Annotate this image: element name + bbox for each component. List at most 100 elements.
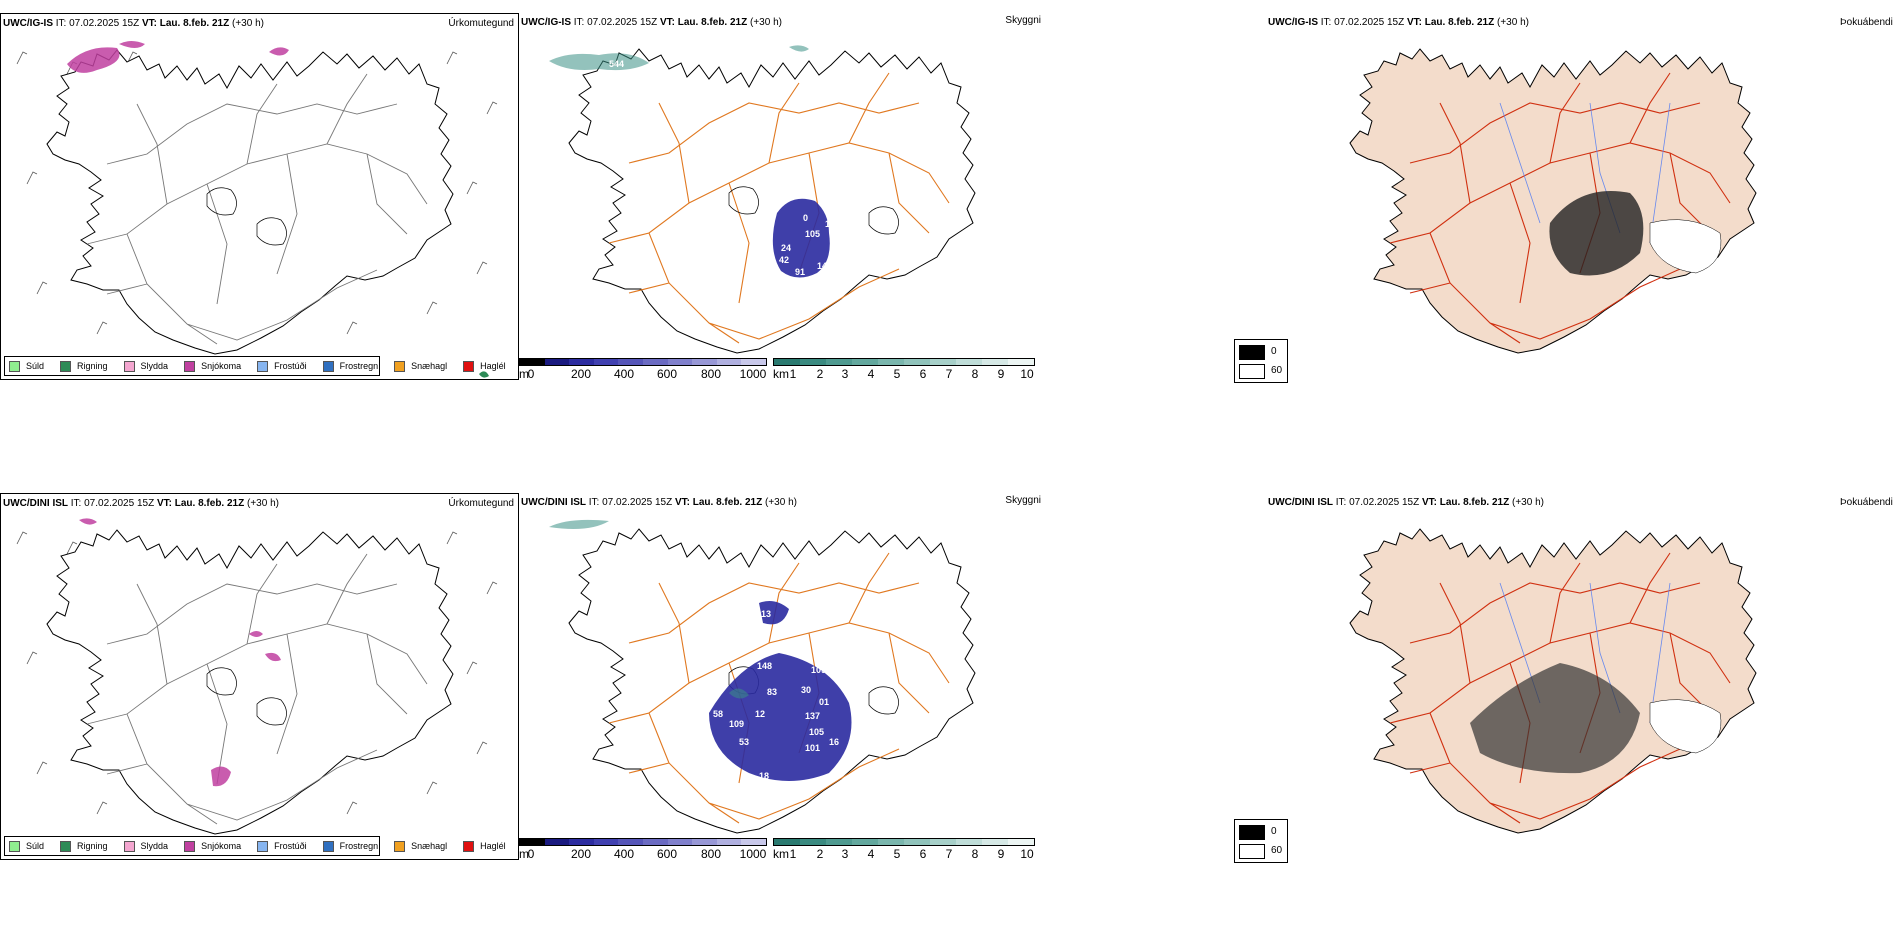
vt-label: VT: bbox=[141, 18, 157, 29]
legend-swatch bbox=[123, 360, 135, 372]
ceiling-unit: m bbox=[519, 367, 529, 381]
model-name: UWC/DINI ISL bbox=[1268, 497, 1333, 508]
model-name: UWC/IG-IS bbox=[3, 18, 53, 29]
low-visibility-area bbox=[549, 45, 809, 71]
fog-map bbox=[1349, 528, 1757, 834]
model-name: UWC/DINI ISL bbox=[3, 498, 68, 509]
model-name: UWC/IG-IS bbox=[521, 17, 571, 28]
precip-label: Úrkomutegund bbox=[448, 498, 514, 509]
legend-item: Frostregn bbox=[322, 360, 378, 372]
panel-title: UWC/IG-IS IT: 07.02.2025 15Z VT: Lau. 8.… bbox=[3, 18, 264, 29]
map-values: 0 101 105 24 42 146 91 10 544 18 bbox=[609, 59, 840, 331]
iceland-outline bbox=[568, 48, 976, 354]
visibility-label: Skyggni bbox=[1005, 495, 1041, 506]
fog-legend: 0 60 bbox=[1234, 339, 1288, 383]
svg-text:137: 137 bbox=[805, 711, 820, 721]
snow-area bbox=[67, 41, 289, 73]
legend-item: Slydda bbox=[123, 360, 168, 372]
vt-value: Lau. 8.feb. 21Z bbox=[692, 497, 763, 508]
panel-title: UWC/DINI ISL IT: 07.02.2025 15Z VT: Lau.… bbox=[521, 497, 797, 508]
svg-text:109: 109 bbox=[811, 665, 826, 675]
iceland-outline bbox=[46, 529, 454, 835]
it-label: IT: bbox=[588, 497, 600, 508]
svg-text:24: 24 bbox=[781, 243, 791, 253]
svg-text:53: 53 bbox=[739, 737, 749, 747]
legend-swatch bbox=[463, 360, 475, 372]
vt-label: VT: bbox=[1406, 17, 1422, 28]
precip-panel-row2: UWC/DINI ISL IT: 07.02.2025 15Z VT: Lau.… bbox=[0, 493, 519, 860]
legend-swatch bbox=[9, 360, 20, 372]
legend-swatch bbox=[257, 360, 269, 372]
precip-map bbox=[16, 518, 498, 835]
precip-legend: Súld Rigning Slydda Snjókoma Frostúði Fr… bbox=[4, 836, 506, 856]
legend-item: Frostúði bbox=[257, 840, 307, 852]
vt-value: Lau. 8.feb. 21Z bbox=[1424, 17, 1495, 28]
it-label: IT: bbox=[1335, 497, 1347, 508]
fog-white-area bbox=[1649, 699, 1722, 754]
low-ceiling-area bbox=[772, 198, 830, 278]
visibility-unit: km bbox=[773, 367, 789, 381]
fog-value-0: 0 bbox=[1271, 346, 1277, 357]
fog-panel-row1: UWC/IG-IS IT: 07.02.2025 15Z VT: Lau. 8.… bbox=[1234, 13, 1900, 383]
low-ceiling-area bbox=[709, 601, 852, 781]
legend-item: Snæhagl bbox=[394, 840, 447, 852]
svg-text:18: 18 bbox=[755, 321, 765, 331]
svg-text:0: 0 bbox=[803, 213, 808, 223]
legend-item: Rigning bbox=[60, 360, 108, 372]
map-values: 13 157 148 109 83 30 01 137 105 101 16 1… bbox=[589, 609, 839, 801]
lead-time: (+30 h) bbox=[232, 18, 264, 29]
svg-text:101: 101 bbox=[825, 219, 840, 229]
vt-value: Lau. 8.feb. 21Z bbox=[174, 498, 245, 509]
legend-swatch bbox=[322, 360, 334, 372]
legend-item: Haglél bbox=[463, 840, 506, 852]
svg-text:2: 2 bbox=[589, 665, 594, 675]
svg-text:91: 91 bbox=[795, 267, 805, 277]
legend-item: Rigning bbox=[60, 840, 108, 852]
legend-item: Snæhagl bbox=[394, 360, 447, 372]
svg-text:109: 109 bbox=[729, 719, 744, 729]
it-value: 07.02.2025 15Z bbox=[1349, 497, 1420, 508]
svg-text:01: 01 bbox=[819, 697, 829, 707]
ceiling-scale: m 0 200 400 600 800 1000 bbox=[519, 838, 769, 866]
visibility-colorbar bbox=[773, 358, 1035, 366]
legend-item: Súld bbox=[9, 840, 44, 852]
svg-text:157: 157 bbox=[783, 619, 798, 629]
visibility-map: 0 101 105 24 42 146 91 10 544 18 bbox=[549, 45, 976, 354]
vt-value: Lau. 8.feb. 21Z bbox=[1439, 497, 1510, 508]
legend-item: Slydda bbox=[123, 840, 168, 852]
ceiling-scale: m 0 200 400 600 800 1000 bbox=[519, 358, 769, 386]
iceland-outline bbox=[46, 49, 454, 355]
legend-item: Haglél bbox=[463, 360, 506, 372]
rain-area bbox=[479, 371, 489, 378]
visibility-label: Skyggni bbox=[1005, 15, 1041, 26]
legend-item: Snjókoma bbox=[184, 840, 241, 852]
panel-title: UWC/DINI ISL IT: 07.02.2025 15Z VT: Lau.… bbox=[3, 498, 279, 509]
it-label: IT: bbox=[1320, 17, 1332, 28]
svg-text:146: 146 bbox=[817, 261, 832, 271]
it-label: IT: bbox=[573, 17, 585, 28]
model-name: UWC/IG-IS bbox=[1268, 17, 1318, 28]
vt-label: VT: bbox=[674, 497, 690, 508]
fog-white-area bbox=[1649, 219, 1722, 274]
precip-label: Úrkomutegund bbox=[448, 18, 514, 29]
lead-time: (+30 h) bbox=[750, 17, 782, 28]
fog-dark-area bbox=[1470, 663, 1640, 774]
lead-time: (+30 h) bbox=[765, 497, 797, 508]
legend-item: Snjókoma bbox=[184, 360, 241, 372]
legend-item: Frostregn bbox=[322, 840, 378, 852]
vt-value: Lau. 8.feb. 21Z bbox=[159, 18, 230, 29]
visibility-panel-row2: UWC/DINI ISL IT: 07.02.2025 15Z VT: Lau.… bbox=[519, 493, 1041, 861]
it-label: IT: bbox=[70, 498, 82, 509]
fog-label: Þokuábendi bbox=[1840, 17, 1893, 28]
precip-panel-row1: UWC/IG-IS IT: 07.02.2025 15Z VT: Lau. 8.… bbox=[0, 13, 519, 380]
svg-text:12: 12 bbox=[755, 709, 765, 719]
visibility-scale: km 1 2 3 4 5 6 7 8 9 10 bbox=[773, 838, 1035, 866]
vt-value: Lau. 8.feb. 21Z bbox=[677, 17, 748, 28]
visibility-panel-row1: UWC/IG-IS IT: 07.02.2025 15Z VT: Lau. 8.… bbox=[519, 13, 1041, 381]
svg-text:18: 18 bbox=[759, 771, 769, 781]
svg-text:16: 16 bbox=[829, 737, 839, 747]
vt-label: VT: bbox=[1421, 497, 1437, 508]
it-value: 07.02.2025 15Z bbox=[69, 18, 140, 29]
legend-item: Frostúði bbox=[257, 360, 307, 372]
it-value: 07.02.2025 15Z bbox=[602, 497, 673, 508]
